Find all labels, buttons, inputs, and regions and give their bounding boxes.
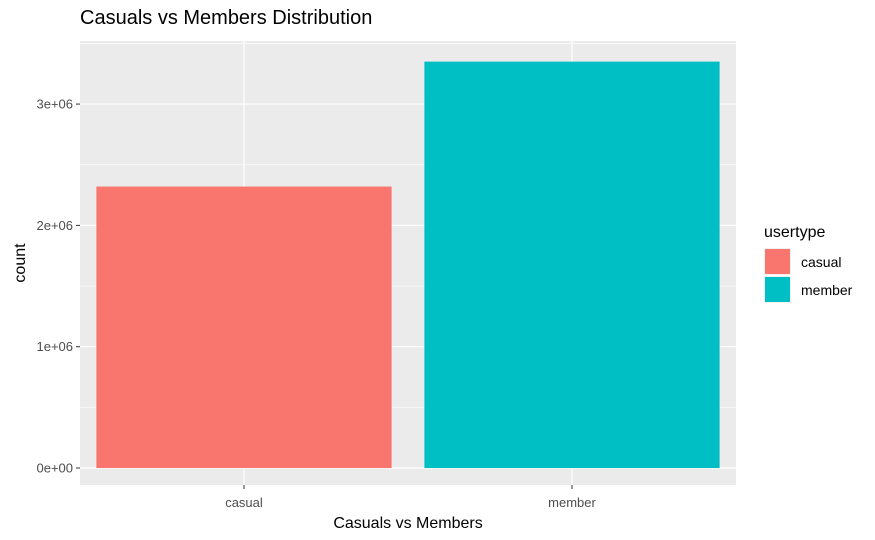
x-tick-label: casual xyxy=(225,495,263,510)
legend-label-casual: casual xyxy=(801,254,841,270)
x-tick-label: member xyxy=(548,495,596,510)
legend-key-member xyxy=(765,277,790,302)
y-tick-label: 1e+06 xyxy=(36,339,73,354)
bar-casual xyxy=(96,186,392,469)
bars xyxy=(96,61,720,469)
x-axis-title: Casuals vs Members xyxy=(333,515,482,532)
y-tick-label: 0e+00 xyxy=(36,461,73,476)
bar-member xyxy=(424,61,720,469)
axes: 0e+00 1e+06 2e+06 3e+06 casual member xyxy=(36,97,596,510)
legend: usertype casual member xyxy=(764,224,853,303)
legend-title: usertype xyxy=(764,224,825,241)
y-axis-title: count xyxy=(12,243,29,283)
legend-entries: casual member xyxy=(764,248,853,303)
y-tick-label: 3e+06 xyxy=(36,97,73,112)
y-tick-label: 2e+06 xyxy=(36,218,73,233)
legend-key-casual xyxy=(765,249,790,274)
chart-title: Casuals vs Members Distribution xyxy=(80,7,373,29)
legend-label-member: member xyxy=(801,282,853,298)
